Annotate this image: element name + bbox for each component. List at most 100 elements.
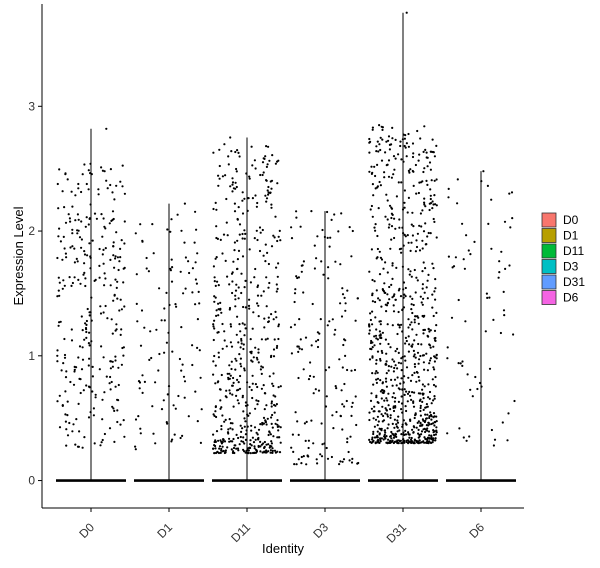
data-point: [435, 236, 438, 239]
data-point: [141, 240, 144, 243]
data-point: [233, 210, 237, 213]
data-point: [237, 381, 240, 384]
data-point: [425, 417, 428, 420]
data-point: [404, 146, 407, 149]
data-point: [383, 291, 386, 294]
data-point: [389, 247, 392, 250]
data-point: [412, 303, 415, 307]
data-point: [255, 449, 258, 452]
data-point: [59, 240, 63, 243]
data-point: [230, 448, 233, 451]
data-point: [387, 404, 390, 407]
data-point: [397, 351, 400, 354]
data-point: [234, 150, 237, 154]
data-point: [399, 140, 402, 143]
data-point: [257, 436, 260, 440]
data-point: [368, 137, 371, 141]
data-point: [245, 429, 248, 432]
data-point: [327, 277, 330, 280]
data-point: [267, 433, 270, 437]
data-point: [344, 302, 347, 305]
data-point: [322, 273, 325, 276]
data-point: [248, 446, 251, 449]
data-point: [326, 324, 329, 327]
data-point: [403, 201, 406, 204]
data-point: [341, 293, 345, 296]
data-point: [408, 433, 411, 436]
data-point: [431, 207, 434, 210]
data-point: [231, 190, 234, 193]
data-point: [246, 413, 249, 416]
data-point: [231, 451, 234, 454]
data-point: [276, 423, 279, 426]
data-point: [375, 328, 378, 331]
data-point: [351, 229, 354, 233]
data-point: [418, 358, 421, 361]
data-point: [414, 413, 417, 416]
data-point: [240, 440, 243, 443]
data-point: [104, 247, 107, 250]
data-point: [432, 416, 435, 419]
data-point: [425, 403, 428, 406]
data-point: [65, 428, 68, 431]
data-point: [493, 438, 497, 441]
data-point: [422, 392, 425, 395]
data-point: [66, 178, 69, 181]
data-point: [314, 388, 317, 391]
data-point: [251, 374, 254, 377]
data-point: [398, 429, 401, 432]
data-point: [227, 428, 230, 431]
data-point: [90, 173, 93, 176]
data-point: [83, 271, 86, 274]
data-point: [267, 193, 270, 196]
data-point: [184, 256, 187, 259]
data-point: [392, 406, 395, 409]
data-point: [243, 334, 246, 337]
data-point: [397, 323, 400, 326]
data-point: [63, 206, 66, 209]
data-point: [310, 210, 313, 213]
data-point: [400, 181, 403, 184]
data-point: [243, 237, 246, 240]
data-point: [432, 267, 435, 270]
data-point: [416, 129, 419, 133]
data-point: [386, 413, 389, 416]
data-point: [229, 323, 232, 326]
data-point: [388, 285, 391, 289]
data-point: [238, 353, 241, 356]
data-point: [91, 390, 94, 393]
data-point: [412, 184, 415, 187]
data-point: [275, 316, 278, 319]
data-point: [433, 395, 436, 398]
data-point: [265, 197, 269, 200]
data-point: [394, 227, 397, 230]
data-point: [385, 140, 388, 143]
data-point: [397, 181, 400, 184]
data-point: [403, 206, 406, 209]
data-point: [341, 460, 344, 463]
data-point: [383, 282, 386, 285]
data-point: [409, 270, 412, 273]
data-point: [400, 247, 403, 250]
data-point: [372, 417, 375, 420]
data-point: [221, 175, 224, 178]
data-point: [430, 437, 434, 440]
data-point: [378, 432, 381, 435]
data-point: [427, 421, 430, 424]
data-point: [237, 206, 240, 209]
data-point: [430, 415, 433, 418]
data-point: [248, 298, 251, 301]
data-point: [415, 245, 419, 249]
data-point: [434, 287, 437, 290]
data-point: [174, 303, 177, 306]
data-point: [384, 151, 387, 154]
data-point: [289, 326, 293, 329]
data-point: [74, 194, 77, 197]
data-point: [347, 450, 350, 454]
data-point: [213, 300, 216, 303]
data-point: [163, 319, 166, 322]
data-point: [484, 330, 487, 333]
data-point: [113, 293, 116, 296]
data-point: [73, 247, 76, 250]
data-point: [394, 364, 397, 367]
